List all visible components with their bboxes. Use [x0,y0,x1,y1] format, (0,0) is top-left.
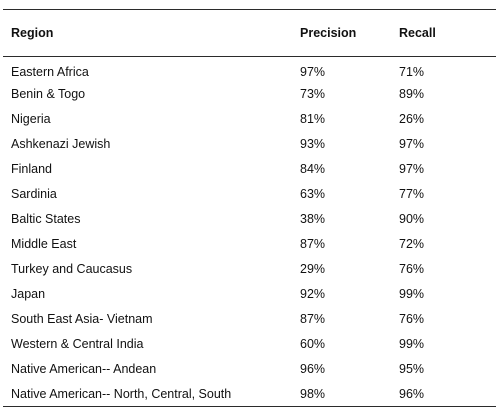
table-row: Ashkenazi Jewish 93% 97% [3,132,496,157]
table-row: Turkey and Caucasus 29% 76% [3,257,496,282]
precision-recall-table-container: Region Precision Recall Eastern Africa 97… [3,9,496,407]
header-row: Region Precision Recall [3,9,496,57]
cell-precision: 84% [300,162,326,176]
cell-region: Finland [11,162,52,176]
cell-recall: 76% [399,312,425,326]
table-row: Finland 84% 97% [3,157,496,182]
cell-precision: 96% [300,362,326,376]
cell-region: Middle East [11,237,77,251]
table-row: Sardinia 63% 77% [3,182,496,207]
cell-region: Native American-- North, Central, South [11,386,232,401]
cell-recall: 97% [399,162,425,176]
cell-precision: 29% [300,262,326,276]
cell-recall: 89% [399,87,425,101]
table-row: South East Asia- Vietnam 87% 76% [3,307,496,332]
cell-recall: 96% [399,386,425,401]
cell-precision: 73% [300,87,326,101]
precision-recall-table: Region Precision Recall Eastern Africa 97… [3,9,496,407]
cell-recall: 77% [399,187,425,201]
table-row: Eastern Africa 97% 71% [3,57,496,82]
cell-recall: 97% [399,137,425,151]
cell-precision: 87% [300,237,326,251]
table-row: Benin & Togo 73% 89% [3,82,496,107]
cell-recall: 99% [399,287,425,301]
header-recall: Recall [399,26,436,40]
table-header: Region Precision Recall [3,9,496,57]
cell-recall: 99% [399,337,425,351]
table-row: Nigeria 81% 26% [3,107,496,132]
table-row: Japan 92% 99% [3,282,496,307]
table-row: Middle East 87% 72% [3,232,496,257]
cell-precision: 63% [300,187,326,201]
cell-recall: 71% [399,65,425,80]
cell-region: Eastern Africa [11,65,89,80]
cell-precision: 81% [300,112,326,126]
cell-region: Turkey and Caucasus [11,262,133,276]
cell-region: Ashkenazi Jewish [11,137,111,151]
header-precision: Precision [300,26,357,40]
table-body: Eastern Africa 97% 71% Benin & Togo 73% 89% Ni… [3,57,496,407]
cell-recall: 72% [399,237,425,251]
cell-region: Western & Central India [11,337,144,351]
cell-region: Baltic States [11,212,81,226]
cell-recall: 95% [399,362,425,376]
cell-precision: 60% [300,337,326,351]
cell-region: South East Asia- Vietnam [11,312,153,326]
cell-region: Sardinia [11,187,57,201]
cell-precision: 93% [300,137,326,151]
cell-precision: 97% [300,65,326,80]
table-row: Western & Central India 60% 99% [3,332,496,357]
cell-precision: 92% [300,287,326,301]
cell-region: Nigeria [11,112,51,126]
table-row: Native American-- North, Central, South 9… [3,382,496,407]
cell-region: Benin & Togo [11,87,86,101]
header-region: Region [11,26,54,40]
cell-recall: 26% [399,112,425,126]
cell-precision: 87% [300,312,326,326]
table-row: Baltic States 38% 90% [3,207,496,232]
table-row: Native American-- Andean 96% 95% [3,357,496,382]
cell-recall: 90% [399,212,425,226]
cell-precision: 98% [300,386,326,401]
cell-precision: 38% [300,212,326,226]
cell-region: Native American-- Andean [11,362,157,376]
cell-recall: 76% [399,262,425,276]
cell-region: Japan [11,287,46,301]
